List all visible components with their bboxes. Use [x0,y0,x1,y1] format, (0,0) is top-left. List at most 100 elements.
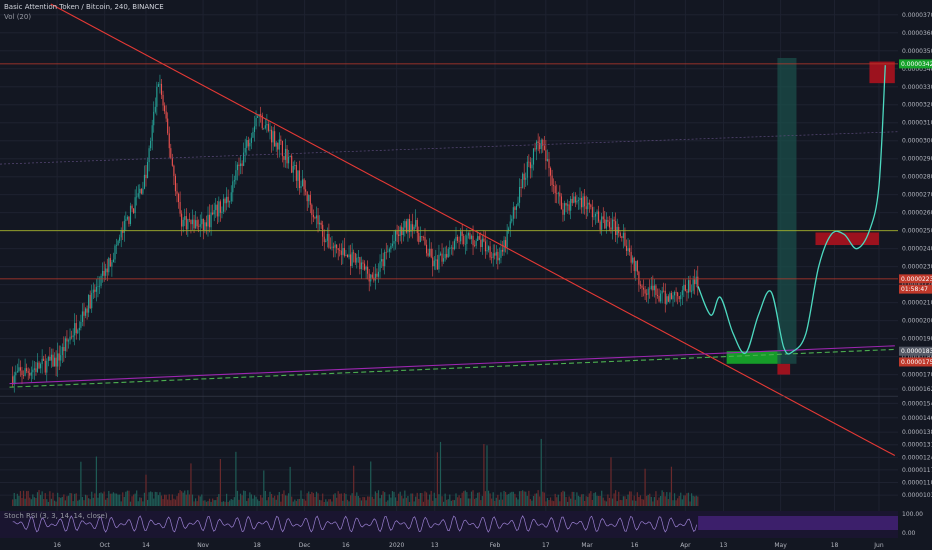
candle-body [18,367,20,372]
volume-bar [646,495,648,506]
volume-bar [464,490,466,506]
candle-body [123,220,125,233]
volume-bar [112,492,115,506]
candle-body [351,252,353,266]
candle-body [653,285,655,291]
volume-bar [525,491,527,506]
volume-bar [143,492,146,506]
candle-body [29,372,31,376]
volume-bar [504,491,507,506]
candle-body [98,285,101,287]
candle-body [474,245,476,246]
candle-body [137,193,139,197]
candle-body [466,235,468,244]
volume-bar [664,496,666,506]
candle-body [159,83,161,85]
candle-body [641,285,643,288]
candle-body [424,237,426,245]
candle-body [176,191,178,194]
candle-body [353,252,355,254]
candle-body [77,330,79,334]
candle-body [546,159,548,161]
price-tick-label: 0.00001100 [902,480,932,487]
volume-bar [455,493,457,506]
volume-bar [419,493,421,506]
candle-body [588,202,590,205]
volume-bar [570,498,572,506]
price-tick-label: 0.00001380 [902,429,932,436]
candle-body [41,358,43,365]
volume-bar [553,501,555,506]
volume-bar [190,463,192,506]
volume-bar [249,492,251,506]
candle-body [115,245,118,246]
candle-body [450,247,452,249]
volume-bar [557,494,559,506]
volume-bar [396,500,398,506]
volume-bar [345,494,347,506]
volume-bar [669,492,671,506]
candle-body [642,287,645,290]
candle-body [354,253,356,263]
volume-bar [512,491,514,506]
candle-body [15,372,17,376]
volume-bar [368,496,370,506]
candle-body [636,261,638,272]
candle-body [582,196,584,208]
volume-bar [466,492,468,506]
price-tag [899,274,932,284]
volume-bar [181,491,183,506]
volume-bar [562,490,564,506]
candle-body [301,179,304,187]
time-axis: 16 Oct 14 Nov 18 Dec 16 2020 13 Feb 17 Mar 16 Apr 13 Ma… [53,542,884,549]
candle-body [346,254,349,258]
candle-body [43,358,45,361]
price-tick-label: 0.00002500 [902,228,932,235]
candle-body [394,230,397,242]
volume-bar [218,494,220,506]
volume-bar [331,501,333,506]
candle-body [84,308,87,316]
candle-body [329,247,331,249]
volume-bar [216,496,218,506]
candle-body [563,203,566,215]
volume-bar [574,499,576,506]
candle-body [81,311,83,322]
volume-bar [274,495,276,506]
volume-bar [26,491,28,506]
candle-body [415,220,417,227]
candle-body [343,247,345,256]
volume-bar [117,494,119,506]
volume-bar [108,490,110,506]
volume-bar [453,500,456,506]
time-tick-label: 16 [631,542,639,549]
candle-body [195,220,197,229]
candle-body [489,246,491,258]
volume-bar [441,496,443,506]
candle-body [436,259,438,270]
volume-bar [661,490,663,506]
candle-body [675,292,677,293]
candle-body [309,195,311,205]
volume-bar [404,490,406,506]
candle-body [596,211,598,214]
candle-body [362,262,364,264]
volume-bar [75,493,77,506]
volume-bar [473,498,476,506]
volume-bar [205,501,208,506]
candle-body [255,117,257,127]
candle-body [190,219,192,225]
volume-bar [463,491,465,506]
volume-bar [514,493,516,506]
candle-body [246,140,248,148]
candle-body [112,259,114,263]
volume-bar [320,500,322,506]
candle-body [443,258,445,262]
volume-bar [210,501,212,506]
candle-body [319,222,321,225]
candle-body [337,248,339,250]
volume-bar [393,491,395,506]
candle-body [429,248,431,256]
